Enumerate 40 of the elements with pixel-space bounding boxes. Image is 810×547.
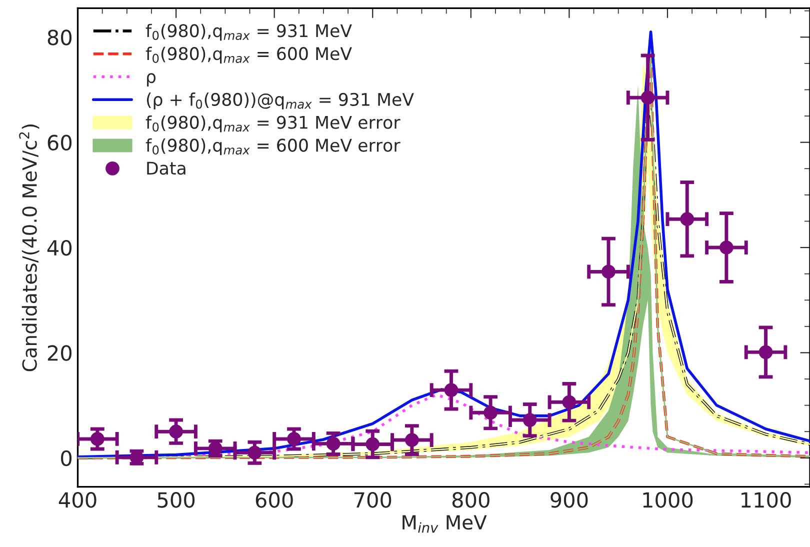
x-tick-label: 700	[354, 492, 392, 508]
y-axis-title: Candidates/(40.0 MeV/c$^{2}$)	[19, 124, 40, 372]
legend-label: ρ	[147, 73, 156, 86]
y-tick-label: 60	[48, 134, 72, 151]
x-axis-title: M$_{inv}$ MeV	[402, 515, 487, 533]
point	[404, 433, 419, 447]
point	[248, 446, 262, 460]
point	[562, 395, 576, 410]
point	[444, 383, 458, 397]
legend-label: f$_{0}$(980),q$_{max}$ = 931 MeV error	[146, 115, 400, 132]
x-tick-label: 1100	[742, 492, 791, 508]
legend-label: f$_{0}$(980),q$_{max}$ = 600 MeV error	[146, 138, 400, 156]
point	[640, 90, 655, 105]
point	[680, 212, 694, 226]
line-series	[78, 393, 810, 459]
y-tick-label: 20	[48, 345, 72, 361]
point	[326, 436, 340, 451]
point	[720, 240, 734, 254]
y-tick-label: 40	[47, 240, 72, 256]
x-tick-label: 600	[256, 492, 293, 508]
point	[208, 441, 222, 456]
point	[758, 345, 773, 360]
point	[522, 413, 537, 427]
legend-label: f$_{0}$(980),q$_{max}$ = 931 MeV	[146, 24, 352, 41]
legend-label: f$_{0}$(980),q$_{max}$ = 600 MeV	[146, 46, 352, 64]
point	[169, 424, 183, 439]
x-tick-label: 400	[58, 492, 96, 508]
y-tick-label: 80	[48, 30, 72, 46]
point	[366, 437, 380, 452]
legend-label: Data	[147, 162, 186, 175]
x-tick-label: 1000	[643, 492, 693, 508]
point	[484, 406, 498, 420]
point	[287, 432, 301, 446]
legend-label: (ρ + f$_{0}$(980))@q$_{max}$ = 931 MeV	[146, 92, 414, 110]
point	[602, 264, 616, 279]
x-tick-label: 900	[550, 492, 588, 508]
x-tick-label: 800	[452, 492, 490, 508]
y-tick-label: 0	[61, 450, 72, 466]
point	[90, 432, 104, 446]
x-tick-label: 500	[158, 492, 195, 508]
